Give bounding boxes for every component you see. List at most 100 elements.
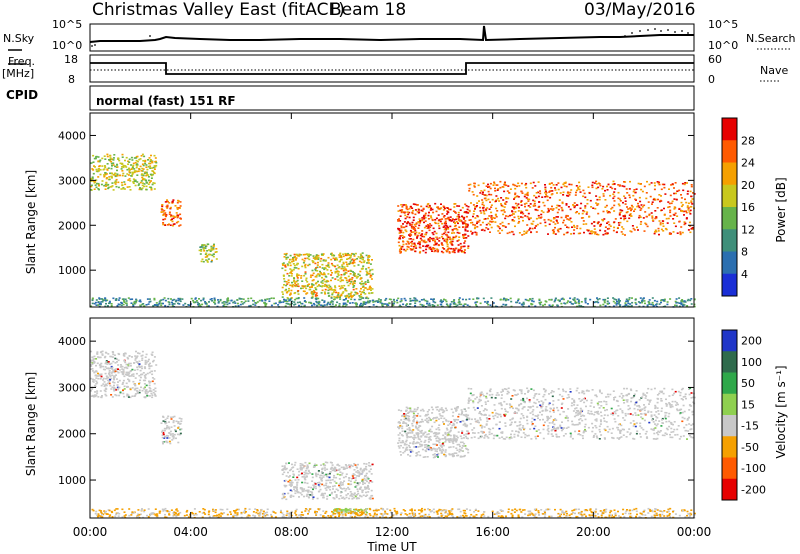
velocity-data-cell xyxy=(422,432,425,435)
velocity-data-cell xyxy=(420,443,423,446)
power-data-cell xyxy=(595,183,598,185)
power-data-cell xyxy=(690,200,693,202)
power-data-cell xyxy=(356,275,359,278)
velocity-data-cell xyxy=(313,482,316,484)
power-data-cell xyxy=(290,289,293,292)
power-data-cell xyxy=(411,211,414,214)
power-data-cell xyxy=(201,258,204,261)
power-data-cell xyxy=(619,221,622,224)
velocity-data-cell xyxy=(460,437,463,440)
velocity-data-cell xyxy=(631,414,634,416)
power-data-cell xyxy=(156,304,159,307)
power-data-cell xyxy=(517,210,520,212)
power-data-cell xyxy=(579,227,582,230)
power-data-cell xyxy=(604,189,606,192)
velocity-data-cell xyxy=(479,435,482,438)
power-data-cell xyxy=(171,301,173,304)
power-data-cell xyxy=(467,247,470,249)
power-data-cell xyxy=(612,193,615,195)
power-data-cell xyxy=(346,300,349,302)
power-data-cell xyxy=(342,291,345,293)
power-data-cell xyxy=(503,206,506,208)
velocity-data-cell xyxy=(424,431,427,433)
power-data-cell xyxy=(494,190,497,192)
velocity-data-cell xyxy=(352,493,355,496)
power-data-cell xyxy=(470,222,472,224)
velocity-data-cell xyxy=(366,486,369,489)
velocity-data-cell xyxy=(93,358,96,360)
power-data-cell xyxy=(295,254,298,256)
power-data-cell xyxy=(604,206,607,208)
power-data-cell xyxy=(425,205,428,208)
power-data-cell xyxy=(585,213,588,215)
power-data-cell xyxy=(450,247,453,250)
power-data-cell xyxy=(331,254,334,257)
power-data-cell xyxy=(472,298,475,300)
power-data-cell xyxy=(313,291,316,294)
power-data-cell xyxy=(494,221,497,223)
power-data-cell xyxy=(362,301,365,303)
power-data-cell xyxy=(342,261,345,264)
velocity-data-cell xyxy=(133,369,136,371)
power-data-cell xyxy=(318,301,321,304)
power-data-cell xyxy=(404,229,407,231)
power-data-cell xyxy=(392,304,395,307)
power-data-cell xyxy=(608,302,611,305)
velocity-data-cell xyxy=(412,412,415,415)
velocity-data-cell xyxy=(335,496,338,499)
velocity-data-cell xyxy=(94,391,97,393)
power-data-cell xyxy=(594,231,597,233)
velocity-data-cell xyxy=(129,388,132,391)
power-data-cell xyxy=(355,302,358,304)
velocity-data-cell xyxy=(333,485,336,487)
velocity-data-cell xyxy=(301,463,304,466)
velocity-data-cell xyxy=(178,417,181,420)
power-data-cell xyxy=(485,199,488,202)
power-data-cell xyxy=(293,253,296,256)
power-data-cell xyxy=(554,226,556,229)
power-data-cell xyxy=(606,228,609,230)
power-data-cell xyxy=(572,204,575,207)
velocity-data-cell xyxy=(309,472,311,474)
power-data-cell xyxy=(514,211,517,213)
power-data-cell xyxy=(305,279,308,281)
power-data-cell xyxy=(323,285,326,287)
velocity-data-cell xyxy=(354,508,357,511)
power-data-cell xyxy=(339,280,342,283)
velocity-data-cell xyxy=(441,415,444,417)
velocity-data-cell xyxy=(438,429,441,431)
velocity-data-cell xyxy=(169,430,172,433)
power-data-cell xyxy=(344,302,347,305)
velocity-data-cell xyxy=(435,406,438,409)
power-data-cell xyxy=(170,298,172,300)
power-data-cell xyxy=(499,180,502,183)
velocity-data-cell xyxy=(513,412,516,414)
velocity-data-cell xyxy=(104,362,107,365)
power-data-cell xyxy=(629,215,632,217)
power-data-cell xyxy=(335,268,338,270)
velocity-data-cell xyxy=(171,439,174,441)
power-data-cell xyxy=(497,188,500,190)
power-data-cell xyxy=(418,232,421,234)
power-data-cell xyxy=(653,182,656,184)
power-data-cell xyxy=(610,208,613,210)
power-data-cell xyxy=(130,168,133,170)
power-data-cell xyxy=(445,300,448,303)
velocity-data-cell xyxy=(367,484,369,487)
velocity-data-cell xyxy=(108,382,111,385)
power-data-cell xyxy=(146,298,149,300)
velocity-data-cell xyxy=(95,383,98,385)
power-data-cell xyxy=(674,182,677,184)
power-data-cell xyxy=(451,228,454,231)
power-data-cell xyxy=(316,256,319,259)
power-data-cell xyxy=(663,183,666,186)
power-data-cell xyxy=(434,219,437,221)
velocity-data-cell xyxy=(364,475,367,477)
velocity-data-cell xyxy=(466,430,469,432)
power-data-cell xyxy=(317,261,319,264)
power-data-cell xyxy=(146,168,149,171)
velocity-data-cell xyxy=(464,424,467,427)
noise-right-tick-bottom: 10^0 xyxy=(708,39,738,52)
power-data-cell xyxy=(199,246,202,248)
power-data-cell xyxy=(123,301,126,303)
